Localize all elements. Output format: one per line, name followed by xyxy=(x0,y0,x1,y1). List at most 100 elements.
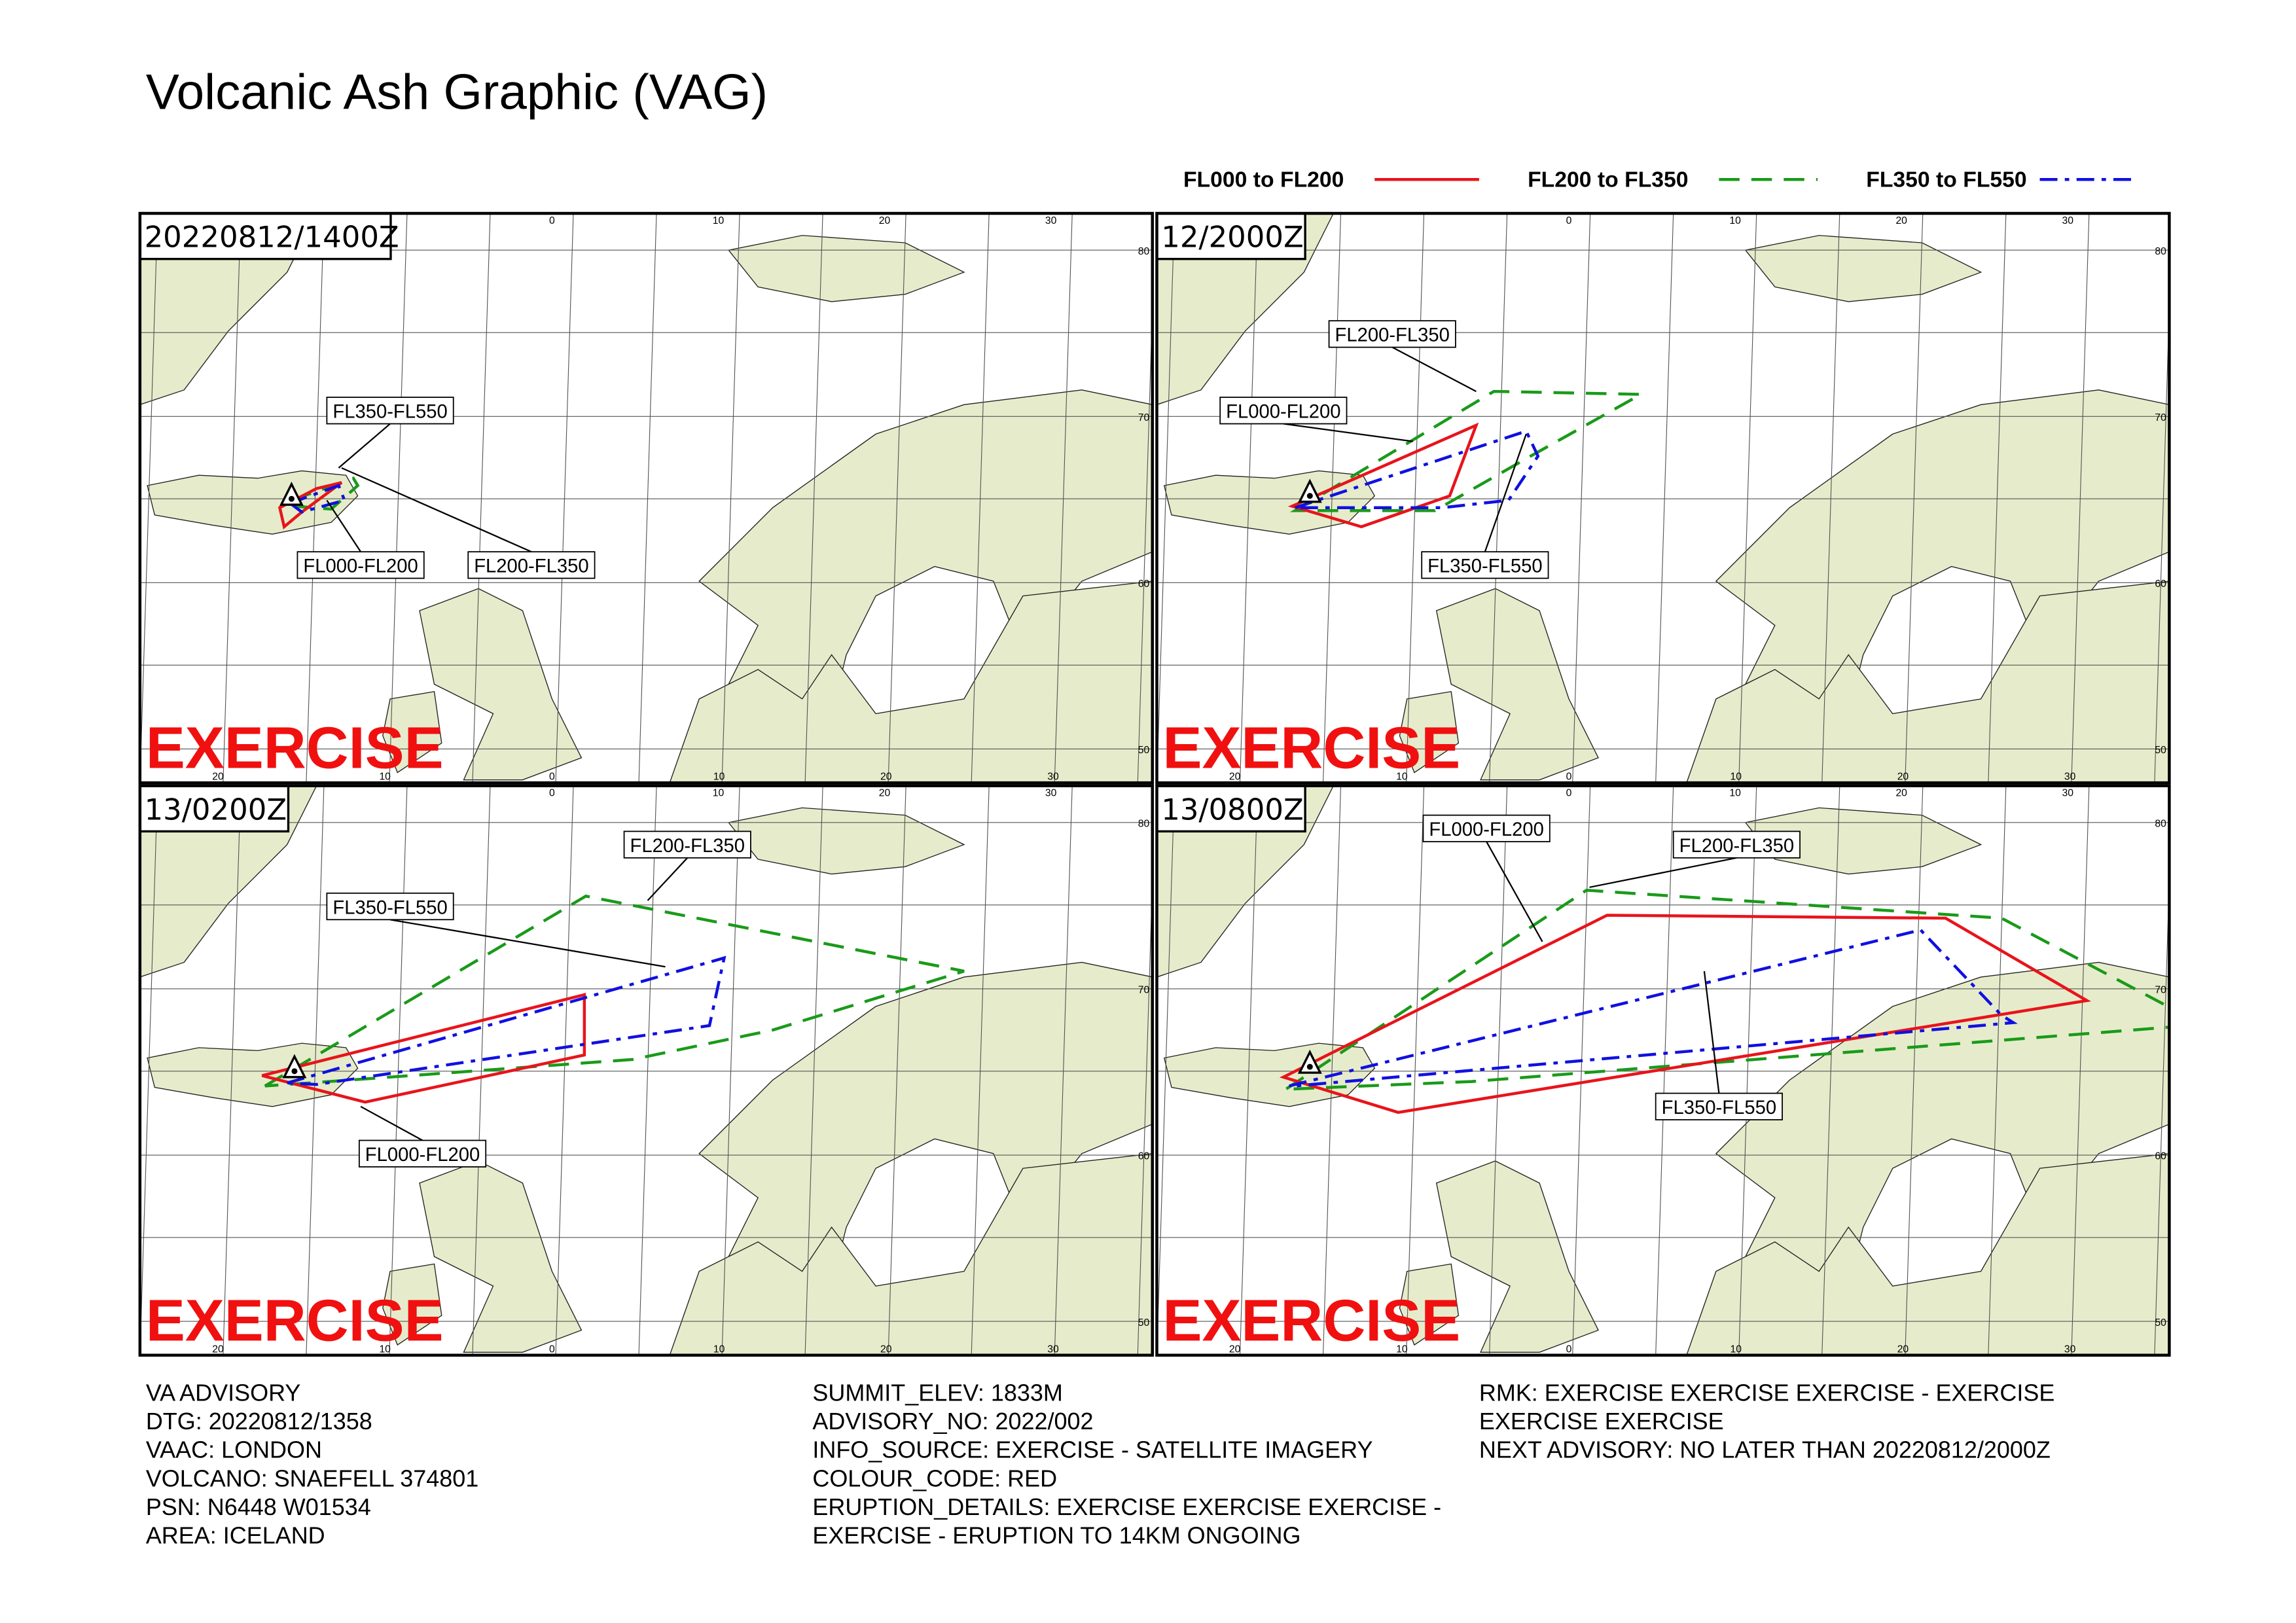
lon-label: 20 xyxy=(1895,215,1907,226)
valid-time: 12/2000Z xyxy=(1161,220,1304,255)
land xyxy=(1163,470,1376,535)
layer-label: FL200-FL350 xyxy=(630,836,745,857)
advisory-line: ADVISORY_NO: 2022/002 xyxy=(812,1408,1093,1435)
graticule xyxy=(1489,785,1508,1355)
graticule xyxy=(223,213,242,783)
advisory-line: DTG: 20220812/1358 xyxy=(146,1408,372,1435)
volcano-dot xyxy=(291,1068,298,1075)
lat-label: 80 xyxy=(1138,246,1150,257)
lon-label: 0 xyxy=(1566,772,1572,783)
lon-label: 10 xyxy=(1730,772,1742,783)
map: 0 10 20 30 20 10 0 10 20 30 80 70 60 50 FL200-FL350 FL0… xyxy=(1157,213,2170,783)
advisory-line: INFO_SOURCE: EXERCISE - SATELLITE IMAGER… xyxy=(812,1436,1372,1463)
advisory-line: NEXT ADVISORY: NO LATER THAN 20220812/20… xyxy=(1479,1436,2051,1463)
advisory-line: PSN: N6448 W01534 xyxy=(146,1493,371,1520)
graticule xyxy=(1054,213,1073,783)
lon-label: 10 xyxy=(713,787,725,798)
page-title: Volcanic Ash Graphic (VAG) xyxy=(146,64,768,120)
graticule xyxy=(971,213,990,783)
lon-label: 30 xyxy=(1047,772,1059,783)
lon-label: 20 xyxy=(1897,772,1909,783)
lon-label: 20 xyxy=(1229,1344,1241,1355)
layer-label: FL000-FL200 xyxy=(1226,402,1340,423)
lon-label: 30 xyxy=(2062,787,2074,798)
ash-fl200-350 xyxy=(1281,888,2170,1091)
land xyxy=(139,213,317,406)
lon-label: 10 xyxy=(1729,215,1741,226)
graticule xyxy=(888,785,906,1355)
leader-line xyxy=(326,499,362,552)
lat-label: 60 xyxy=(2155,579,2166,590)
graticule xyxy=(389,785,408,1355)
ash-fl000-200 xyxy=(1287,422,1479,529)
layer-label: FL200-FL350 xyxy=(1335,325,1450,346)
map-panel: 0 10 20 30 20 10 0 10 20 30 80 70 60 50 FL200-FL350 FL3… xyxy=(138,784,1154,1357)
graticule xyxy=(1406,785,1425,1355)
label-box xyxy=(326,892,454,921)
graticule xyxy=(2071,785,2090,1355)
graticule xyxy=(1406,213,1425,783)
lon-label: 20 xyxy=(1895,787,1907,798)
leader-line xyxy=(1283,423,1413,442)
lon-label: 30 xyxy=(2062,215,2074,226)
watermark: EXERCISE xyxy=(146,716,444,781)
lat-label: 50 xyxy=(1138,745,1150,756)
graticule xyxy=(804,213,823,783)
label-box xyxy=(1219,397,1348,425)
leader-line xyxy=(338,423,391,469)
label-box xyxy=(623,830,751,859)
label-box xyxy=(358,1139,487,1168)
lat-label: 80 xyxy=(2155,246,2166,257)
panel-frame xyxy=(1155,784,2171,1357)
lon-label: 20 xyxy=(212,1344,224,1355)
land xyxy=(419,588,583,781)
graticule xyxy=(1137,868,1153,1355)
lat-label: 60 xyxy=(1138,1151,1150,1162)
legend-label: FL000 to FL200 xyxy=(1183,168,1344,192)
graticule xyxy=(1054,785,1073,1355)
leader-line xyxy=(1486,841,1543,942)
graticule xyxy=(472,213,491,783)
lon-label: 30 xyxy=(2064,772,2076,783)
valid-time: 20220812/1400Z xyxy=(145,220,399,255)
graticule xyxy=(2071,213,2090,783)
graticule xyxy=(1157,213,1175,783)
land xyxy=(1744,235,1982,302)
valid-time: 13/0200Z xyxy=(145,792,287,827)
panels: 0 10 20 30 20 10 0 10 20 30 80 70 60 50 FL350-FL550 FL0… xyxy=(138,211,2171,1357)
lon-label: 0 xyxy=(549,1344,555,1355)
advisory-line: VOLCANO: SNAEFELL 374801 xyxy=(146,1465,478,1491)
layer-label: FL200-FL350 xyxy=(474,556,588,577)
ash-fl000-200 xyxy=(261,993,586,1104)
graticule xyxy=(555,785,574,1355)
graticule xyxy=(1821,785,1840,1355)
land xyxy=(419,1160,583,1353)
graticule xyxy=(1322,213,1342,783)
lon-label: 20 xyxy=(880,772,892,783)
graticule xyxy=(888,213,906,783)
graticule xyxy=(638,785,657,1355)
lat-label: 70 xyxy=(1138,412,1150,423)
map: 0 10 20 30 20 10 0 10 20 30 80 70 60 50 FL350-FL550 FL0… xyxy=(139,213,1153,783)
legend-label: FL200 to FL350 xyxy=(1528,168,1688,192)
graticule xyxy=(1157,785,1175,1355)
ash-fl000-200 xyxy=(1279,914,2092,1115)
lon-label: 20 xyxy=(1897,1344,1909,1355)
land xyxy=(382,690,442,774)
leader-line xyxy=(1484,433,1527,552)
map-panel: 0 10 20 30 20 10 0 10 20 30 80 70 60 50 FL200-FL350 FL0… xyxy=(1155,211,2171,785)
volcano-dot xyxy=(1306,1063,1313,1070)
graticule xyxy=(804,785,823,1355)
label-box xyxy=(296,551,425,579)
lon-label: 0 xyxy=(1566,787,1572,798)
map: 0 10 20 30 20 10 0 10 20 30 80 70 60 50 FL000-FL200 FL2… xyxy=(1157,785,2170,1355)
graticule xyxy=(1738,213,1757,783)
label-box xyxy=(326,397,454,425)
advisory-line: VA ADVISORY xyxy=(146,1379,301,1406)
ash-fl350-550 xyxy=(1289,928,2018,1088)
land xyxy=(1744,807,1982,875)
land xyxy=(1157,213,1335,406)
land xyxy=(1399,690,1460,774)
panel-frame xyxy=(1155,211,2171,785)
